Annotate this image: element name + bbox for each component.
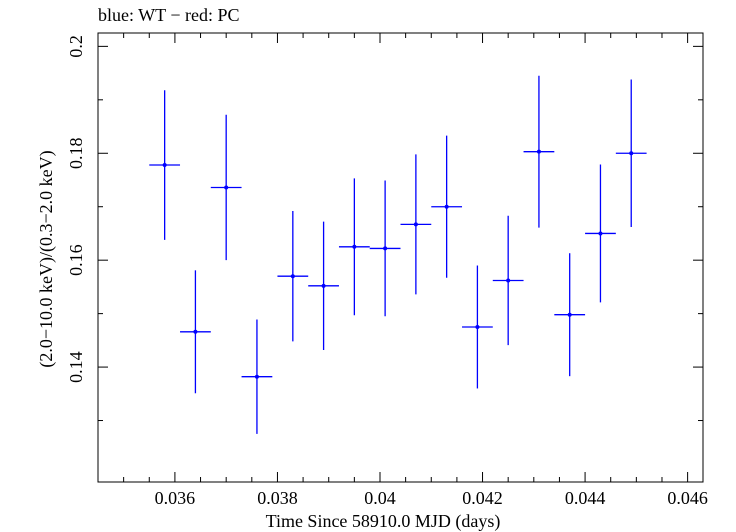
y-axis-label: (2.0−10.0 keV)/(0.3−2.0 keV): [36, 150, 57, 367]
data-series: [149, 75, 647, 434]
point-marker: [475, 324, 480, 329]
x-tick-label: 0.042: [462, 488, 503, 508]
point-marker: [536, 149, 541, 154]
point-marker: [193, 329, 198, 334]
point-marker: [506, 278, 511, 283]
series-wt: [149, 75, 647, 434]
point-marker: [413, 222, 418, 227]
data-point: [308, 221, 339, 350]
data-point: [462, 265, 493, 389]
point-marker: [321, 283, 326, 288]
point-marker: [352, 244, 357, 249]
y-tick-label: 0.14: [66, 351, 86, 383]
x-tick-label: 0.038: [257, 488, 298, 508]
y-tick-label: 0.18: [66, 138, 86, 170]
data-point: [400, 154, 432, 295]
point-marker: [162, 163, 167, 168]
chart-title: blue: WT − red: PC: [98, 5, 239, 25]
data-point: [615, 79, 647, 228]
data-point: [277, 210, 309, 342]
y-tick-label: 0.16: [66, 244, 86, 276]
y-tick-labels: 0.14 0.16 0.18 0.2: [66, 35, 86, 383]
x-tick-label: 0.04: [364, 488, 396, 508]
x-tick-label: 0.044: [565, 488, 606, 508]
data-point: [149, 90, 181, 240]
point-marker: [254, 374, 259, 379]
point-marker: [444, 204, 449, 209]
point-marker: [629, 151, 634, 156]
data-point: [554, 253, 586, 377]
point-marker: [290, 274, 295, 279]
x-tick-label: 0.046: [667, 488, 708, 508]
x-axis-label: Time Since 58910.0 MJD (days): [266, 511, 501, 532]
data-point: [210, 114, 242, 261]
data-point: [492, 215, 524, 346]
data-point: [338, 178, 370, 316]
plot-frame: [97, 32, 704, 483]
point-marker: [224, 185, 229, 190]
data-point: [431, 135, 463, 278]
data-point: [523, 75, 555, 228]
point-marker: [383, 246, 388, 251]
data-point: [241, 319, 273, 434]
point-marker: [598, 231, 603, 236]
data-point: [585, 164, 616, 303]
x-tick-label: 0.036: [155, 488, 196, 508]
data-point: [180, 270, 211, 394]
point-marker: [567, 312, 572, 317]
x-tick-labels: 0.036 0.038 0.04 0.042 0.044 0.046: [155, 488, 708, 508]
data-point: [369, 180, 401, 317]
axis-ticks: [98, 33, 703, 482]
y-tick-label: 0.2: [66, 35, 86, 58]
